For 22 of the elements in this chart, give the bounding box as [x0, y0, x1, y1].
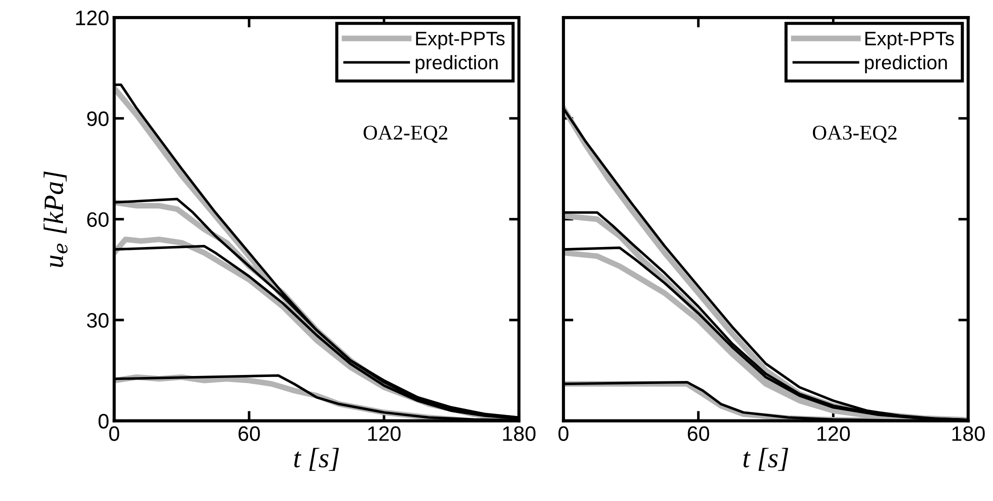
x-tick-label: 180 [952, 426, 985, 442]
y-tick-label: 60 [87, 212, 109, 227]
legend-label: prediction [865, 55, 947, 74]
y-tick-label: 30 [86, 313, 109, 328]
annotation: OA3-EQ2 [812, 126, 897, 143]
x-tick-label: 120 [368, 426, 401, 442]
legend-label: Expt-PPTs [416, 32, 505, 50]
legend-label: Expt-PPTs [865, 32, 954, 50]
x-tick-label: 120 [817, 426, 850, 442]
x-tick-label: 0 [109, 426, 120, 442]
x-axis-title: t [s] [294, 448, 339, 471]
annotation: OA2-EQ2 [364, 126, 448, 143]
y-tick-label: 0 [98, 414, 109, 429]
legend-label: prediction [416, 55, 498, 74]
y-tick-label: 90 [87, 111, 109, 126]
y-tick-label: 120 [76, 10, 109, 26]
x-axis-title: t [s] [743, 448, 788, 471]
x-tick-label: 60 [238, 426, 260, 442]
x-tick-label: 60 [688, 426, 710, 442]
x-tick-label: 180 [503, 426, 536, 442]
y-axis-title: u$_{e}$ [kPa] [44, 171, 68, 267]
x-tick-label: 0 [558, 426, 568, 442]
